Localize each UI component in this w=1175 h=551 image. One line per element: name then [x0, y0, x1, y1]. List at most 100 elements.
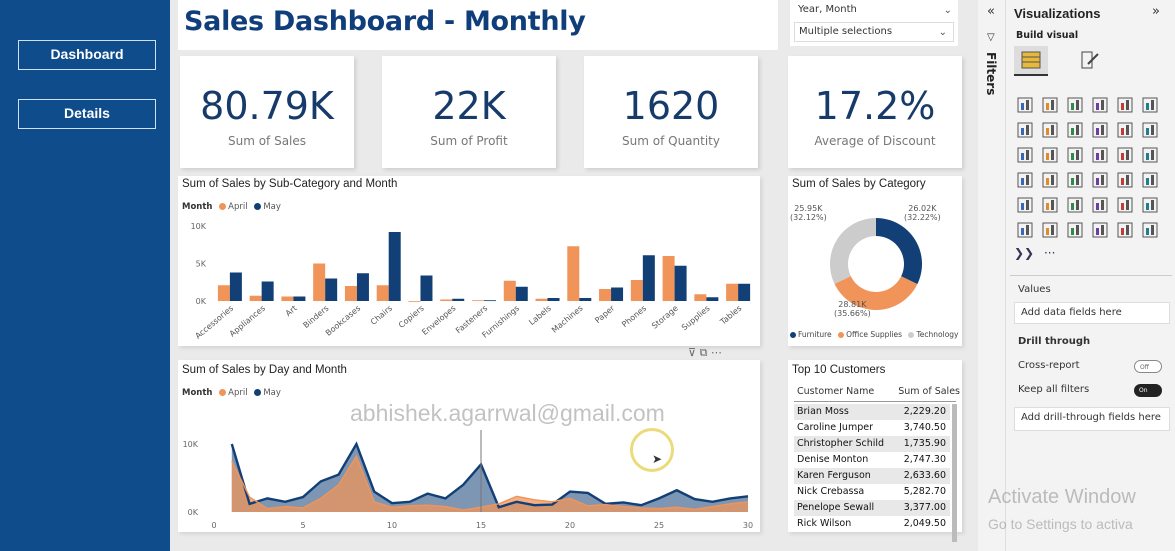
kpi-value: 17.2% — [814, 84, 936, 128]
more-visuals-icon[interactable]: ❯❯ ··· — [1014, 246, 1055, 260]
bar-chart-panel[interactable]: Sum of Sales by Sub-Category and Month M… — [178, 176, 760, 346]
kpi-card-quantity[interactable]: 1620 Sum of Quantity — [584, 56, 758, 168]
filter-icon[interactable]: ⊽ — [688, 346, 697, 359]
clustered-column-glyph — [1092, 97, 1108, 113]
smart-narrative-glyph — [1067, 222, 1083, 238]
clustered-bar-glyph — [1067, 97, 1083, 113]
kpi-card-sales[interactable]: 80.79K Sum of Sales — [180, 56, 354, 168]
bar-may — [356, 273, 369, 301]
line-clustered-icon[interactable] — [1116, 121, 1134, 139]
funnel-icon[interactable] — [1041, 146, 1059, 164]
y-tick-label: 5K — [196, 260, 207, 269]
100-column-icon[interactable] — [1141, 96, 1159, 114]
area-chart-svg: 10K 0K 0 5 10 15 20 25 30 — [183, 430, 753, 530]
table-row[interactable]: Denise Monton 2,747.30 — [794, 452, 950, 468]
qa-icon[interactable] — [1041, 221, 1059, 239]
sales-cell: 1,735.90 — [903, 438, 946, 449]
build-visual-tab[interactable] — [1014, 46, 1048, 76]
keep-filters-toggle[interactable]: On — [1134, 384, 1162, 397]
format-visual-tab[interactable] — [1072, 46, 1106, 76]
paginated-icon[interactable] — [1091, 221, 1109, 239]
donut-slice-furniture — [876, 218, 922, 285]
clustered-bar-icon[interactable] — [1066, 96, 1084, 114]
cross-report-toggle[interactable]: Off — [1134, 360, 1162, 373]
python-visual-icon[interactable] — [1116, 196, 1134, 214]
focus-mode-icon[interactable]: ⧉ — [699, 346, 708, 359]
table-row[interactable]: Penelope Sewall 3,377.00 — [794, 500, 950, 516]
donut-icon[interactable] — [1116, 146, 1134, 164]
report-canvas: Sales Dashboard - Monthly Year, Month ⌄ … — [170, 0, 978, 551]
chevron-down-icon[interactable]: ⌄ — [943, 5, 952, 16]
kpi-card-discount[interactable]: 17.2% Average of Discount — [788, 56, 962, 168]
power-apps-icon[interactable] — [1116, 221, 1134, 239]
dashboard-nav-button[interactable]: Dashboard — [18, 40, 156, 70]
smart-narrative-icon[interactable] — [1066, 221, 1084, 239]
slicer-dropdown[interactable]: Multiple selections ⌄ — [794, 22, 954, 42]
values-field-well[interactable]: Add data fields here — [1014, 302, 1170, 324]
legend-may: May — [263, 388, 281, 398]
waterfall-icon[interactable] — [1016, 146, 1034, 164]
table-icon[interactable] — [1041, 196, 1059, 214]
kpi-card-profit[interactable]: 22K Sum of Profit — [382, 56, 556, 168]
r-visual-icon[interactable] — [1091, 196, 1109, 214]
slicer-icon[interactable] — [1016, 196, 1034, 214]
table-row[interactable]: Nick Crebassa 5,282.70 — [794, 484, 950, 500]
card-icon[interactable] — [1091, 171, 1109, 189]
key-influencers-icon[interactable] — [1141, 196, 1159, 214]
top-customers-table[interactable]: Top 10 Customers Customer Name Sum of Sa… — [788, 360, 962, 542]
table-row[interactable]: Christopher Schild 1,735.90 — [794, 436, 950, 452]
gauge-icon[interactable] — [1066, 171, 1084, 189]
drill-through-field-well[interactable]: Add drill-through fields here — [1014, 407, 1170, 431]
donut-panel[interactable]: Sum of Sales by Category 25.95K (32.12%)… — [788, 176, 962, 346]
customer-name-cell: Caroline Jumper — [797, 422, 873, 433]
cursor-pointer-icon: ➤ — [652, 452, 663, 466]
power-automate-icon[interactable] — [1141, 221, 1159, 239]
table-row[interactable]: Rick Wilson 2,049.50 — [794, 516, 950, 532]
stacked-bar-icon[interactable] — [1016, 96, 1034, 114]
table-row[interactable]: Karen Ferguson 2,633.60 — [794, 468, 950, 484]
r-visual-glyph — [1092, 197, 1108, 213]
map-icon[interactable] — [1016, 171, 1034, 189]
x-tick-label: 25 — [654, 521, 664, 530]
sales-cell: 2,049.50 — [903, 518, 946, 529]
line-icon[interactable] — [1016, 121, 1034, 139]
matrix-icon[interactable] — [1066, 196, 1084, 214]
table-title: Top 10 Customers — [792, 364, 886, 376]
year-month-slicer[interactable]: Year, Month ⌄ Multiple selections ⌄ — [790, 0, 958, 46]
kpi-icon[interactable] — [1141, 171, 1159, 189]
gauge-glyph — [1067, 172, 1083, 188]
header-customer-name[interactable]: Customer Name — [797, 386, 875, 397]
funnel-glyph — [1042, 147, 1058, 163]
x-tick-label: 10 — [387, 521, 397, 530]
decomposition-tree-icon[interactable] — [1016, 221, 1034, 239]
table-row[interactable]: Brian Moss 2,229.20 — [794, 404, 950, 420]
ribbon-icon[interactable] — [1141, 121, 1159, 139]
pie-icon[interactable] — [1091, 146, 1109, 164]
filters-label[interactable]: Filters — [984, 52, 998, 96]
filters-pane-collapsed[interactable]: « ▽ Filters — [978, 0, 1006, 551]
legend-title: Month — [182, 388, 213, 398]
table-scrollbar[interactable] — [952, 404, 957, 542]
filled-map-icon[interactable] — [1041, 171, 1059, 189]
collapse-right-icon[interactable]: » — [1152, 4, 1160, 19]
multi-row-card-icon[interactable] — [1116, 171, 1134, 189]
customer-name-cell: Brian Moss — [797, 406, 849, 417]
table-header: Customer Name Sum of Sales — [794, 384, 960, 402]
treemap-icon[interactable] — [1141, 146, 1159, 164]
bar-april — [313, 263, 326, 301]
100-bar-icon[interactable] — [1116, 96, 1134, 114]
clustered-column-icon[interactable] — [1091, 96, 1109, 114]
legend-april: April — [228, 202, 248, 212]
table-row[interactable]: Caroline Jumper 3,740.50 — [794, 420, 950, 436]
stacked-column-icon[interactable] — [1041, 96, 1059, 114]
line-column-icon[interactable] — [1091, 121, 1109, 139]
stacked-area-icon[interactable] — [1066, 121, 1084, 139]
details-nav-button[interactable]: Details — [18, 99, 156, 129]
more-options-icon[interactable]: ⋯ — [710, 346, 722, 359]
header-sum-of-sales[interactable]: Sum of Sales — [898, 386, 960, 397]
legend-office: Office Supplies — [846, 330, 903, 339]
scatter-icon[interactable] — [1066, 146, 1084, 164]
area-icon[interactable] — [1041, 121, 1059, 139]
collapse-left-icon[interactable]: « — [987, 4, 995, 19]
bar-april — [535, 298, 548, 301]
